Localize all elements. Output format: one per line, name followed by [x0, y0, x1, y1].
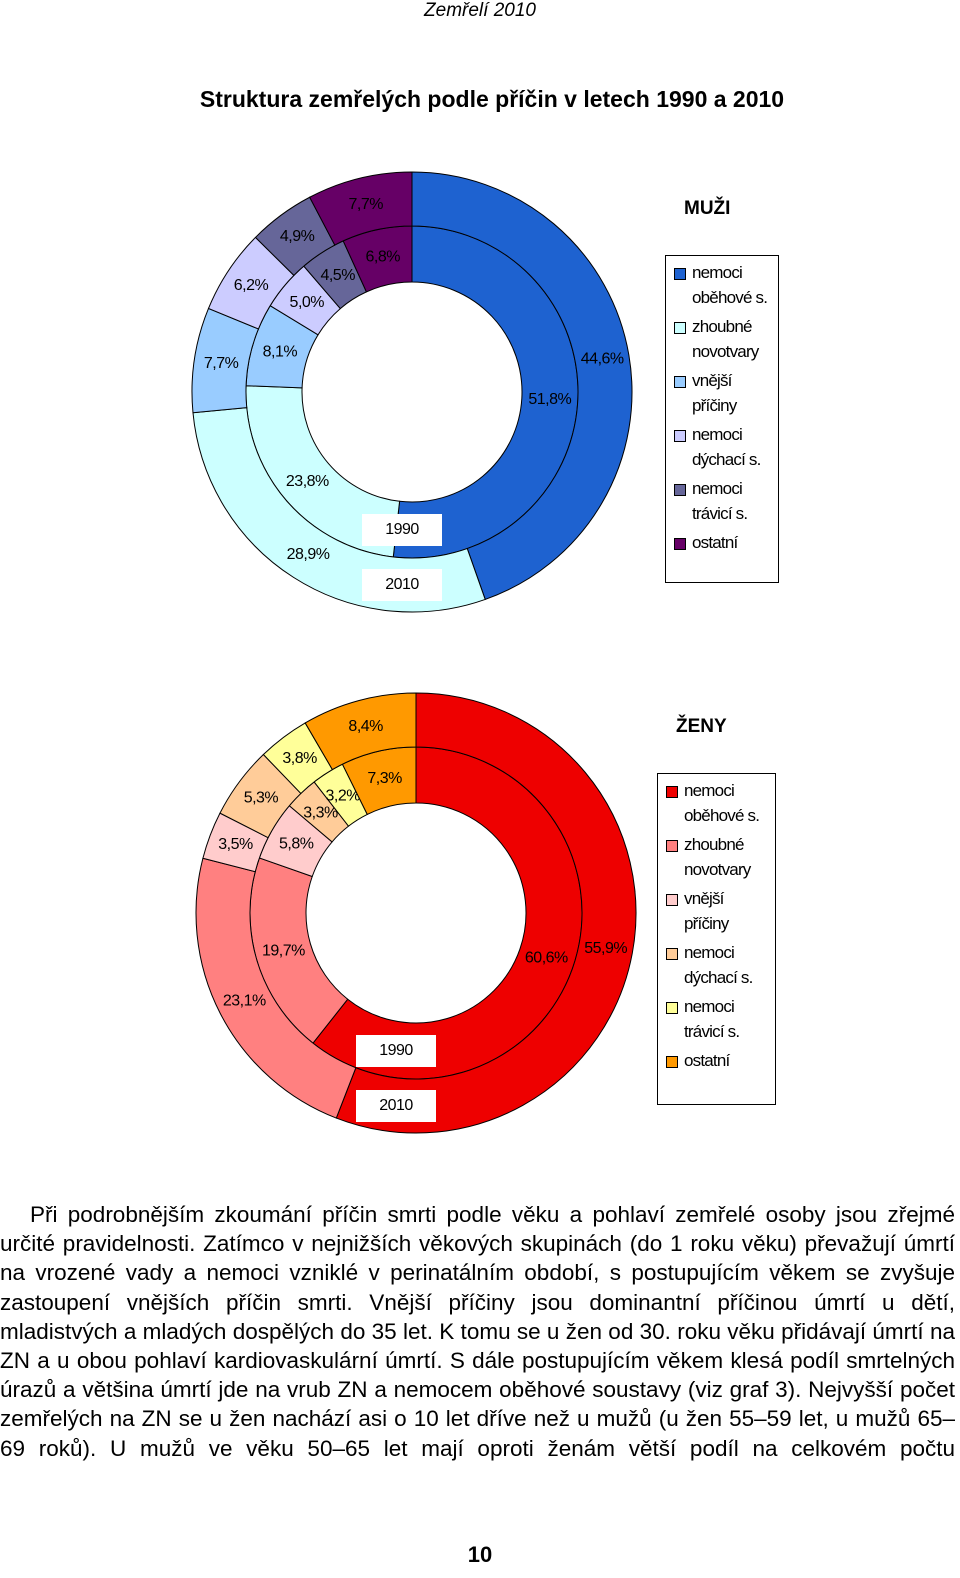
legend-item: nemoci dýchací s. [666, 940, 769, 990]
value-label: 19,7% [262, 943, 305, 960]
legend-swatch [666, 840, 678, 852]
year-label: 2010 [379, 1097, 413, 1114]
value-label: 6,2% [234, 277, 269, 294]
value-label: 3,5% [218, 836, 253, 853]
year-label: 1990 [379, 1042, 413, 1059]
value-label: 5,8% [279, 836, 314, 853]
legend: nemoci oběhové s. zhoubné novotvary vnější… [665, 255, 779, 583]
year-label: 1990 [385, 521, 419, 538]
legend-item: nemoci dýchací s. [674, 422, 772, 472]
legend-label: zhoubné novotvary [684, 835, 751, 879]
legend-item: nemoci oběhové s. [666, 778, 769, 828]
value-label: 5,3% [244, 789, 279, 806]
value-label: 3,2% [325, 787, 360, 804]
donut-segment [304, 692, 417, 771]
legend-swatch [666, 1056, 678, 1068]
legend-swatch [674, 322, 686, 334]
legend-label: nemoci dýchací s. [692, 425, 761, 469]
legend-swatch [666, 786, 678, 798]
value-label: 23,1% [223, 992, 266, 1009]
legend-item: vnější příčiny [674, 368, 772, 418]
legend-item: nemoci trávicí s. [666, 994, 769, 1044]
value-label: 55,9% [584, 940, 627, 957]
value-label: 3,3% [303, 805, 338, 822]
donut-segment [335, 692, 637, 1134]
donut-segment [308, 171, 413, 246]
legend-label: nemoci trávicí s. [684, 997, 740, 1041]
value-label: 5,0% [290, 294, 325, 311]
legend-label: nemoci oběhové s. [692, 263, 768, 307]
value-label: 28,9% [287, 546, 330, 563]
value-label: 3,8% [282, 750, 317, 767]
year-label-box [362, 569, 442, 601]
legend-swatch [666, 1002, 678, 1014]
value-label: 60,6% [525, 950, 568, 967]
legend-swatch [666, 948, 678, 960]
year-label-box [356, 1090, 436, 1122]
value-label: 8,4% [348, 718, 383, 735]
year-label: 2010 [385, 576, 419, 593]
legend-label: nemoci oběhové s. [684, 781, 760, 825]
value-label: 23,8% [286, 473, 329, 490]
legend-label: nemoci dýchací s. [684, 943, 753, 987]
donut-segment [411, 171, 633, 601]
legend-item: nemoci trávicí s. [674, 476, 772, 526]
legend-swatch [674, 268, 686, 280]
legend-swatch [674, 430, 686, 442]
legend-title: MUŽI [684, 198, 731, 219]
charts: 51,8% 23,8% 8,1% 5,0% 4,5% 6,8% 1990 44,6% 28,9%… [191, 171, 637, 1134]
legend-swatch [674, 484, 686, 496]
legend: nemoci oběhové s. zhoubné novotvary vnější… [657, 773, 776, 1105]
legend-item: nemoci oběhové s. [674, 260, 772, 310]
legend-item: vnější příčiny [666, 886, 769, 936]
year-label-box [362, 514, 442, 546]
legend-item: ostatní [666, 1048, 769, 1073]
legend-swatch [666, 894, 678, 906]
legend-item: zhoubné novotvary [666, 832, 769, 882]
value-label: 51,8% [528, 391, 571, 408]
running-header: Zemřelí 2010 [424, 0, 536, 21]
value-label: 44,6% [581, 351, 624, 368]
legend-label: zhoubné novotvary [692, 317, 759, 361]
value-label: 7,7% [349, 196, 384, 213]
value-label: 8,1% [263, 343, 298, 360]
chart-title: Struktura zemřelých podle příčin v letec… [199, 86, 785, 112]
legend-item: zhoubné novotvary [674, 314, 772, 364]
value-label: 7,7% [204, 355, 239, 372]
value-label: 4,9% [280, 228, 315, 245]
value-label: 6,8% [366, 248, 401, 265]
body-paragraph: Při podrobnějším zkoumání příčin smrti p… [0, 1202, 955, 1461]
legend-label: vnější příčiny [684, 889, 729, 933]
legend-swatch [674, 538, 686, 550]
legend-swatch [674, 376, 686, 388]
value-label: 7,3% [367, 770, 402, 787]
legend-label: vnější příčiny [692, 371, 737, 415]
year-label-box [356, 1035, 436, 1067]
legend-item: ostatní [674, 530, 772, 555]
legend-title: ŽENY [676, 716, 727, 737]
legend-label: ostatní [692, 533, 738, 552]
legend-label: nemoci trávicí s. [692, 479, 748, 523]
page-number: 10 [467, 1542, 493, 1567]
value-label: 4,5% [320, 267, 355, 284]
legend-label: ostatní [684, 1051, 730, 1070]
